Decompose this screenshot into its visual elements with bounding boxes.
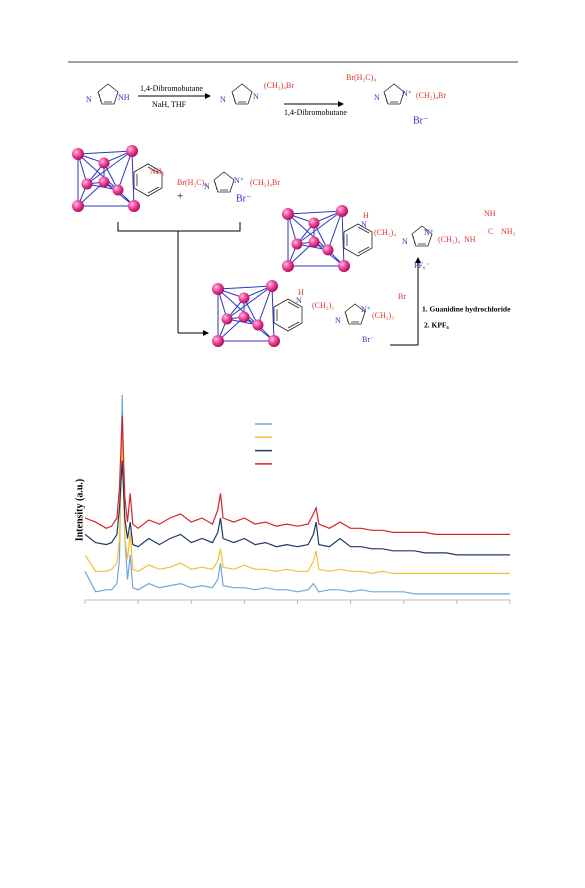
atom-label: H [363,211,369,220]
atom-label: N [402,237,408,246]
atom-label: N [335,316,341,325]
bracket [117,222,241,333]
counter-ion: Br⁻ [413,115,428,126]
imidazole [97,83,119,105]
chain-label: (CH₂)₄Br [416,91,446,100]
counter-ion: Br⁻ [362,335,374,344]
reagent-label: 1,4-Dibromobutane [140,84,203,93]
arrow [390,257,421,346]
plus: + [177,191,183,203]
atom-label: NH [118,93,130,102]
atom-label: N⁺ [424,228,434,237]
atom-label: NH [464,235,476,244]
imidazole [383,83,405,105]
atom-label: N [253,92,259,101]
series-line [84,460,510,556]
atom-label: NH [484,209,496,218]
chart: Intensity (a.u.) [74,394,511,604]
atom-label: N⁺ [361,305,371,314]
atom-label: N⁺ [402,89,412,98]
atom-label: Br [398,292,406,301]
chain-label: (CH₂)₃ [372,311,394,320]
atom-label: H [298,288,304,297]
nanocluster [211,279,303,348]
atom-label: N [220,95,226,104]
atom-label: N [361,220,367,229]
counter-ion: Br⁻ [236,193,251,204]
reagent-label: NaH, THF [152,100,187,109]
series-line [84,394,510,595]
chain-label: (CH₂)₄Br [264,81,294,90]
imidazole [231,83,253,105]
chain-label: (CH₂)₄ [438,235,460,244]
reagent-label: 1. Guanidine hydrochloride [422,305,511,314]
chain-label: (CH₂)₂ [312,301,334,310]
atom-label: NH₂ [150,167,165,176]
chain-label: (CH₂)₄ [374,228,396,237]
atom-label: N⁺ [234,176,244,185]
chain-label: Br(H₂C)₄ [346,73,376,82]
chain-label: Br(H₂C)₄ [177,178,207,187]
atom-label: N [204,182,210,191]
series-line [84,415,510,535]
counter-ion: PF₆⁻ [414,261,430,270]
imidazole [213,171,235,193]
reagent-label: 2. KPF₆ [424,321,449,330]
reagent-label: 1,4-Dibromobutane [284,108,347,117]
atom-label: C [488,227,493,236]
y-axis-label: Intensity (a.u.) [74,479,85,542]
series-line [84,435,510,575]
atom-label: N [374,93,380,102]
atom-label: N [86,95,92,104]
chain-label: (CH₂)₄Br [250,178,280,187]
nanocluster [71,144,163,213]
nanocluster [281,204,373,273]
atom-label: NH₂ [501,227,516,236]
atom-label: N [296,296,302,305]
